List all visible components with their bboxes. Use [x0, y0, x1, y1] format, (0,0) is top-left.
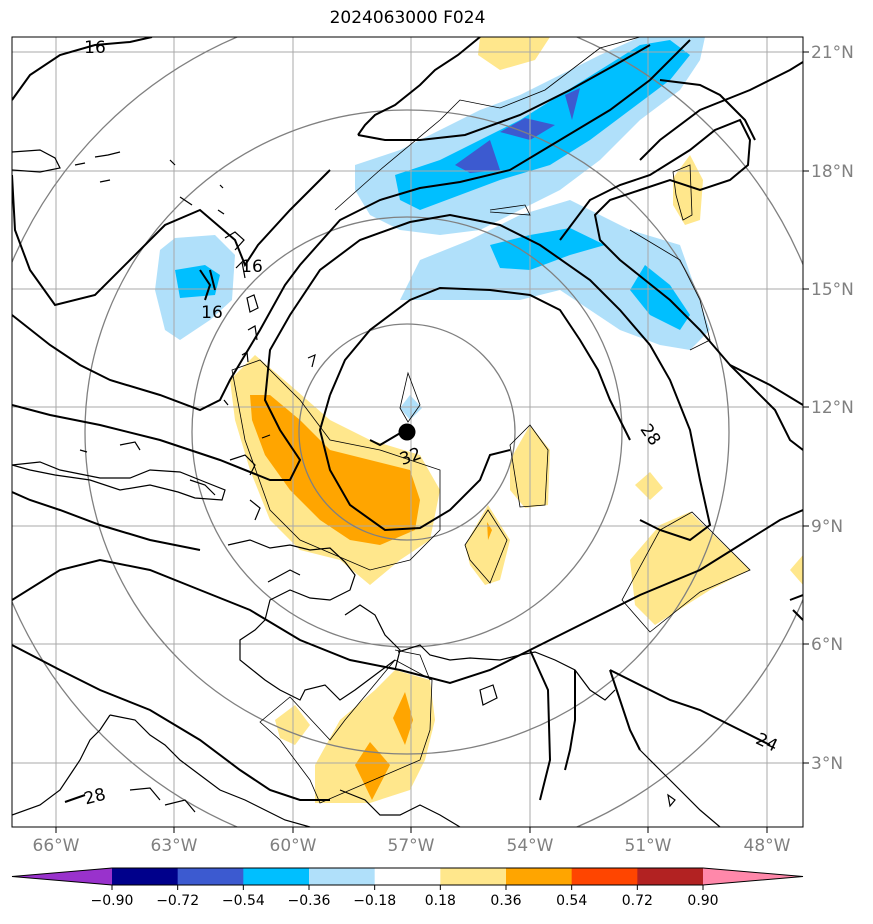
colorbar-extend-max: [703, 868, 803, 885]
contour-label: 24: [753, 729, 781, 756]
lon-label: 48°W: [744, 836, 791, 856]
colorbar-segment: [571, 868, 638, 885]
contour-label: 16: [241, 257, 263, 277]
lat-label: 18°N: [811, 162, 854, 182]
lat-label: 9°N: [811, 517, 843, 537]
colorbar-tick-label: 0.54: [556, 893, 587, 909]
colorbar-segment: [309, 868, 376, 885]
positive-shading-band: [635, 472, 663, 500]
contour-label: 16: [84, 38, 106, 58]
colorbar-tick-label: −0.18: [353, 893, 396, 909]
colorbar: −0.90 −0.72 −0.54 −0.36 −0.18 0.18 0.36 0.54 0.7…: [11, 867, 804, 909]
lon-label: 54°W: [507, 836, 554, 856]
map-title: 2024063000 F024: [329, 8, 486, 28]
lon-label: 51°W: [625, 836, 672, 856]
lat-label: 3°N: [811, 754, 843, 774]
axis-ticks: [55, 51, 809, 833]
colorbar-tick-label: −0.54: [222, 893, 265, 909]
longitude-labels: 66°W 63°W 60°W 57°W 54°W 51°W 48°W: [33, 836, 791, 856]
lon-label: 60°W: [270, 836, 317, 856]
storm-center-marker: [398, 423, 416, 441]
positive-shading-band: [630, 512, 750, 625]
contour-label: 28: [636, 420, 665, 449]
colorbar-tick-label: 0.36: [490, 893, 521, 909]
negative-shading-band: [490, 228, 605, 270]
colorbar-segment: [112, 868, 179, 885]
shaded-field: [155, 37, 803, 803]
positive-shading-band: [478, 37, 550, 70]
colorbar-segment: [637, 868, 704, 885]
contour-label: 28: [82, 785, 108, 810]
negative-shading-band: [400, 200, 710, 350]
colorbar-segment: [374, 868, 441, 885]
contour-label: 16: [201, 303, 223, 323]
positive-shading-band: [673, 155, 703, 225]
positive-shading-band: [355, 742, 390, 800]
positive-shading-band: [393, 692, 413, 745]
lat-label: 21°N: [811, 43, 854, 63]
latitude-labels: 21°N 18°N 15°N 12°N 9°N 6°N 3°N: [811, 43, 854, 774]
lon-label: 57°W: [388, 836, 435, 856]
colorbar-tick-label: 0.72: [622, 893, 653, 909]
negative-shading-band: [455, 140, 500, 173]
colorbar-tick-label: 0.18: [425, 893, 456, 909]
colorbar-segment: [177, 868, 244, 885]
lat-label: 15°N: [811, 280, 854, 300]
negative-shading-band: [500, 118, 555, 140]
graticule: [12, 37, 803, 827]
colorbar-segment: [243, 868, 310, 885]
map-frame: [11, 36, 804, 828]
thin-contours: [231, 37, 751, 804]
negative-shading-band: [565, 88, 580, 120]
colorbar-tick-label: 0.90: [687, 893, 718, 909]
colorbar-extend-min: [12, 868, 112, 885]
lon-label: 63°W: [151, 836, 198, 856]
range-rings: [12, 37, 803, 827]
colorbar-segment: [440, 868, 507, 885]
positive-shading-band: [465, 505, 510, 585]
colorbar-tick-label: −0.90: [91, 893, 134, 909]
thick-contours: [12, 37, 803, 803]
lat-label: 6°N: [811, 635, 843, 655]
positive-shading-band: [790, 555, 803, 585]
colorbar-segment: [506, 868, 573, 885]
lon-label: 66°W: [33, 836, 80, 856]
colorbar-tick-label: −0.72: [156, 893, 199, 909]
lat-label: 12°N: [811, 398, 854, 418]
colorbar-tick-label: −0.36: [288, 893, 331, 909]
